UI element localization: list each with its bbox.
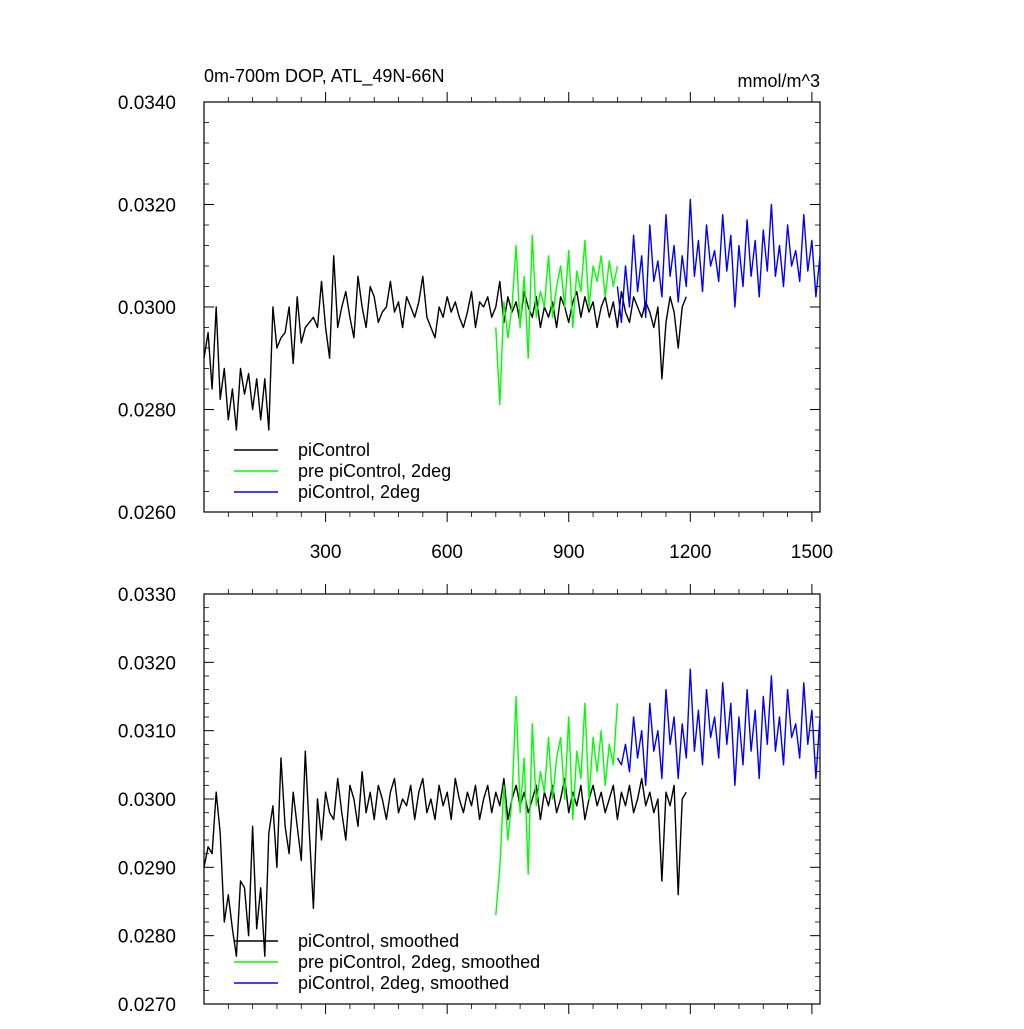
- units-label: mmol/m^3: [738, 71, 820, 91]
- y-tick-label: 0.0340: [118, 93, 176, 114]
- panel-bottom: 0.0270 0.0280 0.0290 0.0300 0.0310 0.0320 0.03…: [118, 584, 821, 1016]
- y-tick-label: 0.0260: [118, 503, 176, 524]
- y-tick-label: 0.0320: [118, 653, 176, 674]
- series-line-picontrol-2deg: [616, 198, 821, 324]
- legend-label: pre piControl, 2deg: [298, 461, 451, 481]
- series-line-picontrol: [203, 255, 687, 431]
- series-line-picontrol-smoothed: [203, 750, 687, 957]
- legend-label: piControl, smoothed: [298, 931, 459, 951]
- series-line-picontrol-2deg-smoothed: [616, 668, 821, 786]
- legend-label: piControl, 2deg, smoothed: [298, 973, 509, 993]
- legend-label: piControl, 2deg: [298, 482, 420, 502]
- x-tick-label: 1500: [791, 542, 833, 563]
- legend-label: pre piControl, 2deg, smoothed: [298, 952, 540, 972]
- series-line-pre-picontrol-2deg-smoothed: [495, 695, 619, 916]
- y-tick-label: 0.0300: [118, 298, 176, 319]
- x-tick-label: 600: [431, 542, 463, 563]
- x-tick-label: 900: [553, 542, 585, 563]
- y-tick-label: 0.0280: [118, 927, 176, 948]
- legend-label: piControl: [298, 440, 370, 460]
- chart-title: 0m-700m DOP, ATL_49N-66N: [204, 66, 444, 87]
- y-tick-label: 0.0300: [118, 790, 176, 811]
- y-tick-label: 0.0330: [118, 585, 176, 606]
- y-tick-label: 0.0320: [118, 196, 176, 217]
- y-tick-label: 0.0310: [118, 722, 176, 743]
- panel-top: 0m-700m DOP, ATL_49N-66N mmol/m^3 0.0260…: [118, 66, 833, 563]
- y-tick-label: 0.0280: [118, 401, 176, 422]
- x-tick-label: 1200: [669, 542, 711, 563]
- series-line-pre-picontrol-2deg: [495, 234, 619, 406]
- x-tick-label: 300: [310, 542, 342, 563]
- y-tick-label: 0.0290: [118, 858, 176, 879]
- y-tick-label: 0.0270: [118, 995, 176, 1016]
